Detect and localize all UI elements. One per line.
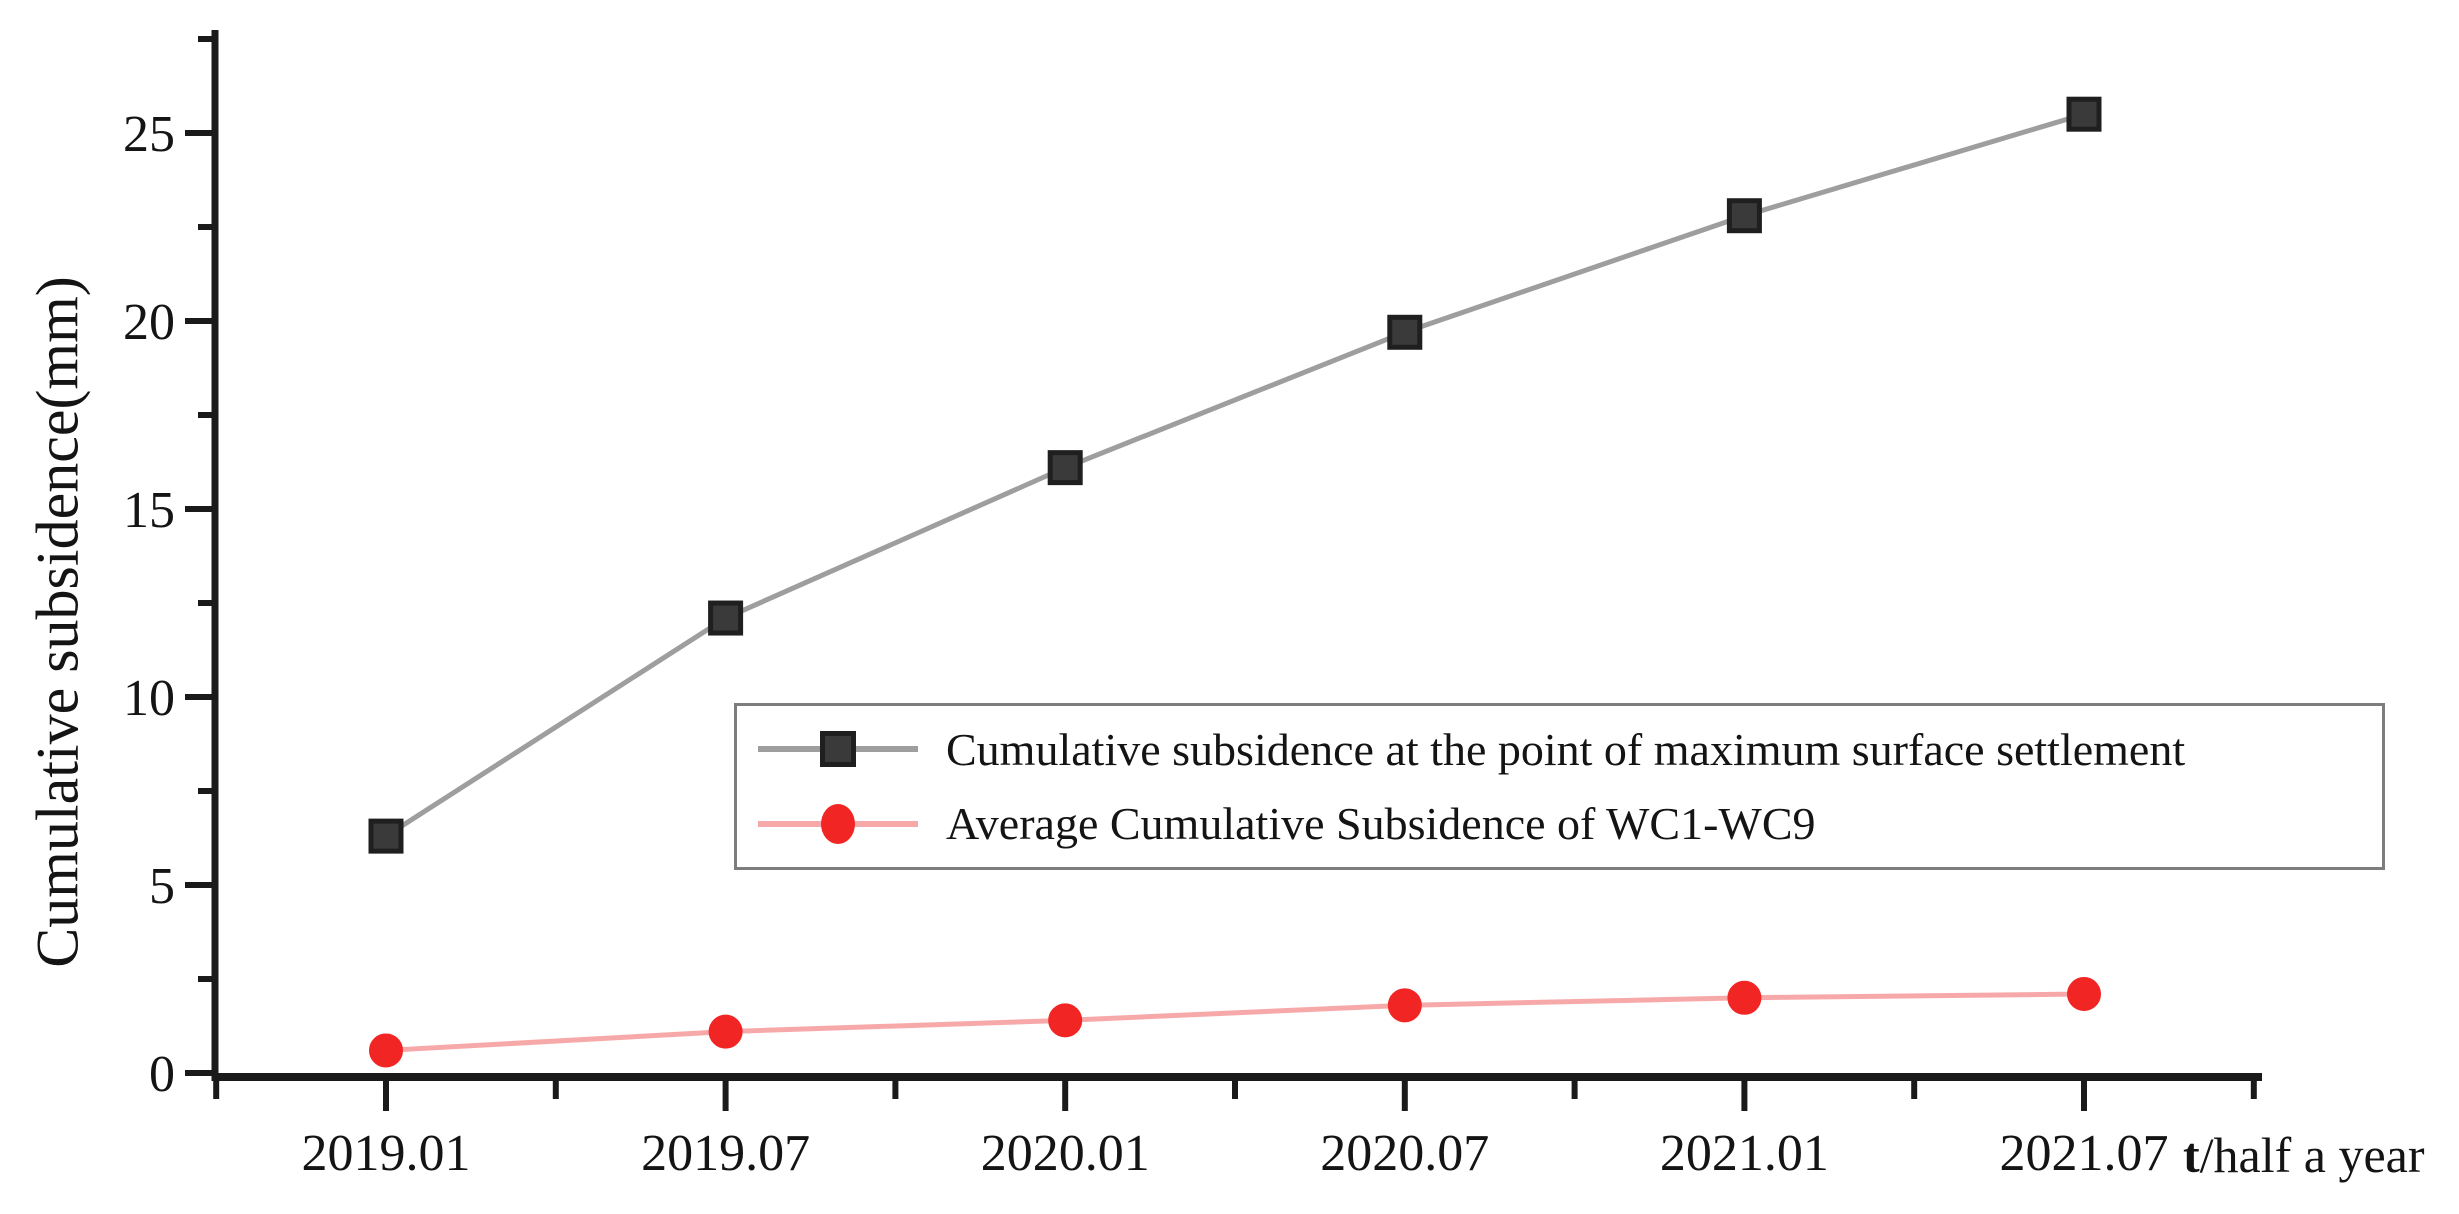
legend-label-max-settlement: Cumulative subsidence at the point of ma… xyxy=(946,723,2186,775)
x-tick-label: 2020.07 xyxy=(1320,1125,1489,1182)
data-point-square xyxy=(368,818,404,854)
data-point-circle xyxy=(708,1014,743,1049)
x-tick-label: 2019.07 xyxy=(641,1125,810,1182)
chart-legend: Cumulative subsidence at the point of ma… xyxy=(734,703,2385,870)
x-tick-label: 2020.01 xyxy=(981,1125,1150,1182)
data-point-circle xyxy=(1387,988,1422,1023)
y-tick-label: 25 xyxy=(123,106,175,163)
circle-marker-icon xyxy=(821,803,855,844)
legend-label-average-wc1-wc9: Average Cumulative Subsidence of WC1-WC9 xyxy=(946,798,1816,850)
legend-item-max-settlement: Cumulative subsidence at the point of ma… xyxy=(758,714,2382,784)
y-tick-label: 10 xyxy=(123,670,175,727)
y-tick-label: 5 xyxy=(149,858,175,915)
series-line-0 xyxy=(384,111,2085,839)
x-axis-unit-symbol: t xyxy=(2183,1127,2200,1183)
data-point-circle xyxy=(1727,980,1762,1015)
square-marker-icon xyxy=(820,731,856,768)
data-point-square xyxy=(1387,314,1423,350)
x-axis-unit-label: t/half a year xyxy=(2183,1126,2425,1184)
legend-item-average-wc1-wc9: Average Cumulative Subsidence of WC1-WC9 xyxy=(758,789,2382,859)
x-axis-unit-text: /half a year xyxy=(2199,1127,2425,1183)
y-tick-label: 0 xyxy=(149,1046,175,1103)
x-tick-label: 2021.01 xyxy=(1660,1125,1829,1182)
data-point-square xyxy=(1726,198,1762,234)
x-tick-label: 2019.01 xyxy=(302,1125,471,1182)
data-point-square xyxy=(2066,96,2102,132)
y-tick-label: 20 xyxy=(123,294,175,351)
y-tick-label: 15 xyxy=(123,482,175,539)
x-tick-label: 2021.07 xyxy=(2000,1125,2169,1182)
y-axis-title: Cumulative subsidence(mm) xyxy=(24,276,91,968)
data-point-circle xyxy=(369,1033,403,1068)
legend-marker-average-wc1-wc9 xyxy=(758,794,918,854)
series-line-1 xyxy=(385,991,2085,1053)
data-point-circle xyxy=(1048,1003,1083,1038)
data-point-square xyxy=(1047,450,1083,486)
legend-marker-max-settlement xyxy=(758,719,918,779)
data-point-square xyxy=(708,600,744,636)
data-point-circle xyxy=(2067,977,2101,1012)
